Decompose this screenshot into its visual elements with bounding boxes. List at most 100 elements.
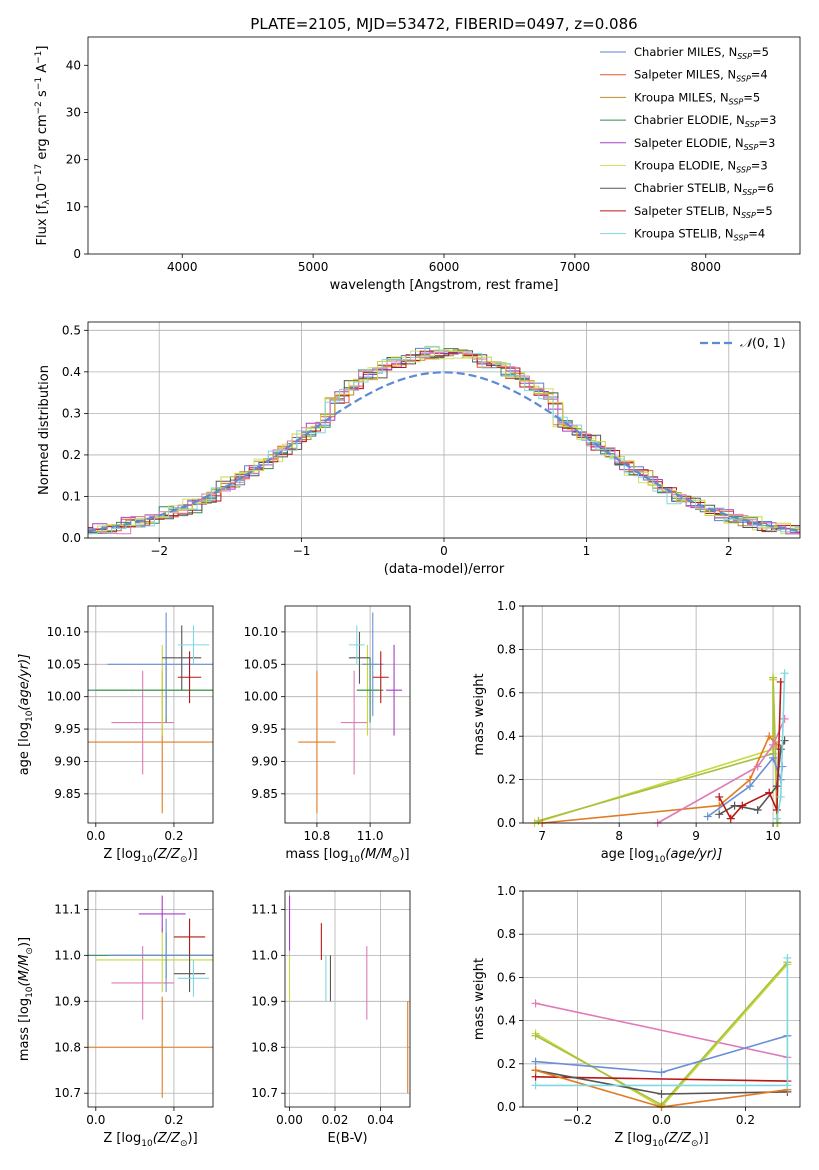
weight_vs_age-marker-6-3	[765, 788, 774, 797]
weight_vs_Z-ytick-label: 0.6	[497, 970, 516, 984]
mass_vs_ebv-ytick-label: 10.7	[251, 1086, 278, 1100]
weight_vs_Z-ytick-label: 0.0	[497, 1100, 516, 1114]
weight_vs_age-marker-6-4	[772, 805, 781, 814]
age_vs_mass-axes: 10.8 11.0 9.85 9.90 9.95 10.00 10.05 10.10	[244, 606, 410, 843]
mass_vs_ebv-ytick-label: 11.1	[251, 902, 278, 916]
spectrum-ylabel: Flux [fλ10−17 erg cm−2 s−1 A−1]	[34, 46, 52, 246]
spectrum-xtick-label: 4000	[167, 260, 198, 274]
weight_vs_age-ytick-label: 0.8	[497, 642, 516, 656]
age_vs_mass-ytick-label: 10.00	[244, 690, 278, 704]
mass_vs_ebv-ytick-label: 10.8	[251, 1040, 278, 1054]
weight_vs_age-axes: 7 8 9 10 0.0 0.2 0.4 0.6 0.8 1.0	[497, 599, 800, 843]
weight_vs_age-line-6	[718, 681, 782, 821]
weight_vs_Z-marker-7-1	[783, 1081, 792, 1090]
weight_vs_Z-marker-7-0	[531, 1081, 540, 1090]
weight_vs_age-xlabel: age [log10(age/yr)]	[601, 847, 723, 865]
weight_vs_Z-marker-7-2	[783, 953, 792, 962]
weight_vs_age-ytick-label: 0.6	[497, 686, 516, 700]
mass_vs_ebv-xtick-label: 0.04	[367, 1113, 394, 1127]
age_vs_mass-xlabel: mass [log10(M/M⊙)]	[285, 847, 409, 865]
age_vs_mass-ytick-label: 9.95	[251, 722, 278, 736]
residuals-histograms	[88, 345, 800, 535]
weight_vs_age-marker-6-5	[776, 677, 785, 686]
age_vs_Z-ytick-label: 9.90	[54, 754, 81, 768]
spectrum-legend-label-3: Chabrier ELODIE, NSSP=3	[634, 113, 776, 129]
mass_vs_Z-ytick-label: 11.1	[54, 902, 81, 916]
weight_vs_age-marker-1-0	[534, 816, 543, 825]
age_vs_Z-ytick-label: 10.05	[47, 657, 81, 671]
weight_vs_age-marker-7-2	[780, 669, 789, 678]
weight_vs_Z-ytick-label: 0.2	[497, 1057, 516, 1071]
residuals-hist-4	[88, 352, 800, 533]
mass_vs_Z-xtick-label: 0.0	[86, 1113, 105, 1127]
residuals-ytick-label: 0.5	[62, 323, 81, 337]
mass_vs_Z-ytick-label: 11.0	[54, 948, 81, 962]
residuals-ytick-label: 0.2	[62, 448, 81, 462]
age_vs_mass-ytick-label: 10.10	[244, 625, 278, 639]
mass_vs_Z-ytick-label: 10.8	[54, 1040, 81, 1054]
residuals-normal-curve	[88, 371, 800, 532]
residuals-ytick-label: 0.0	[62, 531, 81, 545]
residuals-hist-5	[88, 346, 800, 535]
residuals-hist-10	[88, 349, 800, 532]
age_vs_Z-xtick-label: 0.0	[86, 829, 105, 843]
spectrum-legend-label-5: Kroupa ELODIE, NSSP=3	[634, 159, 768, 175]
residuals-xtick-label: −1	[293, 544, 311, 558]
spectrum-axes: 4000 5000 6000 7000 8000 0 10 20 30 40	[66, 58, 721, 274]
residuals-xtick-label: 1	[583, 544, 591, 558]
spectrum-xtick-label: 7000	[560, 260, 591, 274]
mass_vs_Z-ylabel: mass [log10(M/M⊙)]	[17, 937, 35, 1061]
weight_vs_age-ytick-label: 0.2	[497, 773, 516, 787]
weight_vs_Z-xtick-label: −0.2	[563, 1113, 592, 1127]
age_vs_mass-ytick-label: 9.90	[251, 754, 278, 768]
spectrum-legend-label-0: Chabrier MILES, NSSP=5	[634, 45, 769, 61]
residuals-ytick-label: 0.3	[62, 406, 81, 420]
residuals-frame	[87, 321, 801, 539]
age_vs_Z-ytick-label: 9.95	[54, 722, 81, 736]
figure-title: PLATE=2105, MJD=53472, FIBERID=0497, z=0…	[250, 15, 637, 33]
weight_vs_Z-xlabel: Z [log10(Z/Z⊙)]	[614, 1131, 708, 1149]
weight_vs_age-marker-3-2	[769, 740, 778, 749]
residuals-ytick-label: 0.4	[62, 365, 81, 379]
weight_vs_Z-ylabel: mass weight	[472, 958, 487, 1040]
residuals-xtick-label: 0	[440, 544, 448, 558]
weight_vs_age-marker-7-1	[776, 792, 785, 801]
mass_vs_Z-points	[88, 895, 213, 1098]
residuals-ytick-label: 0.1	[62, 489, 81, 503]
mass_vs_ebv-axes: 0.00 0.02 0.04 10.7 10.8 10.9 11.0 11.1	[251, 891, 410, 1127]
age_vs_Z-ytick-label: 10.00	[47, 690, 81, 704]
weight_vs_age-xtick-label: 9	[692, 829, 700, 843]
weight_vs_Z-xtick-label: 0.2	[736, 1113, 755, 1127]
spectrum-frame	[87, 36, 801, 255]
spectrum-legend-label-4: Salpeter ELODIE, NSSP=3	[634, 136, 775, 152]
weight_vs_age-marker-5-2	[753, 805, 762, 814]
weight_vs_age-marker-6-1	[726, 814, 735, 823]
age_vs_Z-xtick-label: 0.2	[164, 829, 183, 843]
residuals-xtick-label: −2	[150, 544, 168, 558]
spectrum-legend-label-7: Salpeter STELIB, NSSP=5	[634, 204, 773, 220]
weight_vs_Z-marker-5-1	[657, 1090, 666, 1099]
spectrum-xtick-label: 5000	[298, 260, 329, 274]
spectrum-xlabel: wavelength [Angstrom, rest frame]	[330, 278, 559, 293]
mass_vs_ebv-frame	[284, 890, 411, 1108]
age_vs_mass-points	[298, 612, 403, 814]
residuals-hist-1	[88, 351, 800, 535]
weight_vs_age-line-5	[718, 740, 786, 815]
spectrum-legend: Chabrier MILES, NSSP=5 Salpeter MILES, NS…	[600, 45, 776, 243]
weight_vs_age-marker-6-0	[715, 792, 724, 801]
weight_vs_age-marker-4-1	[745, 782, 754, 791]
weight_vs_age-marker-3-3	[780, 714, 789, 723]
age_vs_mass-xtick-label: 10.8	[304, 829, 331, 843]
residuals-hist-9	[88, 350, 800, 535]
spectrum-ytick-label: 20	[66, 153, 81, 167]
mass_vs_Z-axes: 0.0 0.2 10.7 10.8 10.9 11.0 11.1	[54, 891, 213, 1127]
weight_vs_age-xtick-label: 7	[538, 829, 546, 843]
age_vs_Z-ytick-label: 9.85	[54, 787, 81, 801]
weight_vs_age-marker-5-0	[715, 810, 724, 819]
weight_vs_age-marker-1-2	[769, 673, 778, 682]
mass_vs_Z-xtick-label: 0.2	[164, 1113, 183, 1127]
weight_vs_age-frame	[522, 605, 801, 824]
weight_vs_age-line-1	[538, 677, 779, 824]
weight_vs_age-marker-2-3	[765, 732, 774, 741]
weight_vs_age-ytick-label: 0.4	[497, 729, 516, 743]
